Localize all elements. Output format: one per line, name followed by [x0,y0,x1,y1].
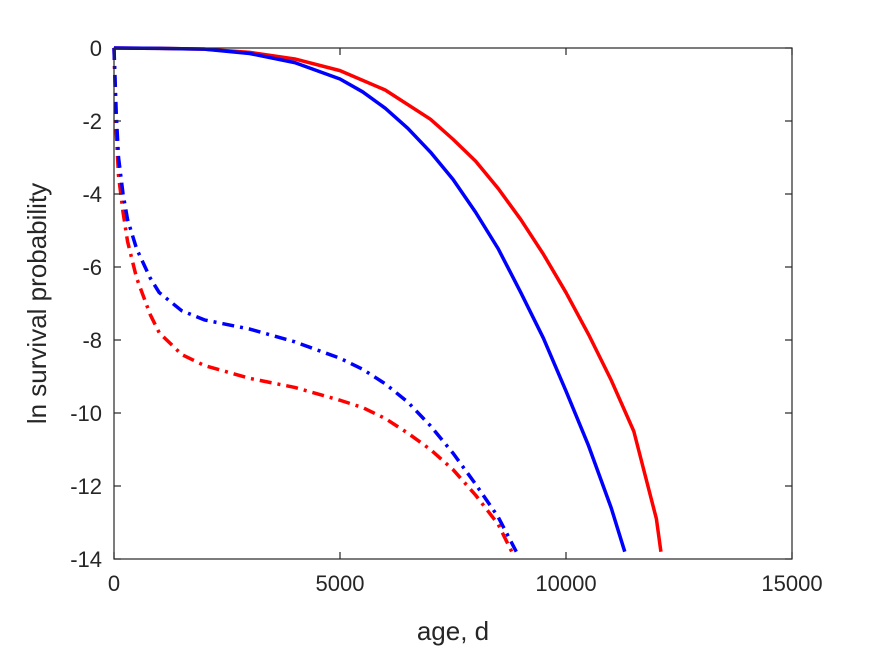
y-tick-label: -10 [70,401,102,426]
y-tick-label: -12 [70,474,102,499]
plot-area [114,48,792,559]
y-tick-label: -2 [82,109,102,134]
y-tick-label: -8 [82,328,102,353]
axes-layer: 0 5000 10000 15000 0 -2 -4 -6 -8 -10 -12 -14 [70,36,822,596]
series-layer [112,46,663,553]
series-line-2-solid [113,46,627,553]
x-tick-label: 15000 [761,571,822,596]
y-tick-label: -4 [82,182,102,207]
y-tick-label: 0 [90,36,102,61]
y-tick-label: -6 [82,255,102,280]
y-axis-label: ln survival probability [22,183,52,424]
x-tick-label: 10000 [535,571,596,596]
axes-box [113,47,793,560]
x-axis-label: age, d [417,616,489,646]
x-tick-label: 5000 [316,571,365,596]
x-tick-label: 0 [108,571,120,596]
y-tick-label: -14 [70,547,102,572]
series-line-4-dashdot [112,47,518,553]
plot-background [114,48,792,559]
